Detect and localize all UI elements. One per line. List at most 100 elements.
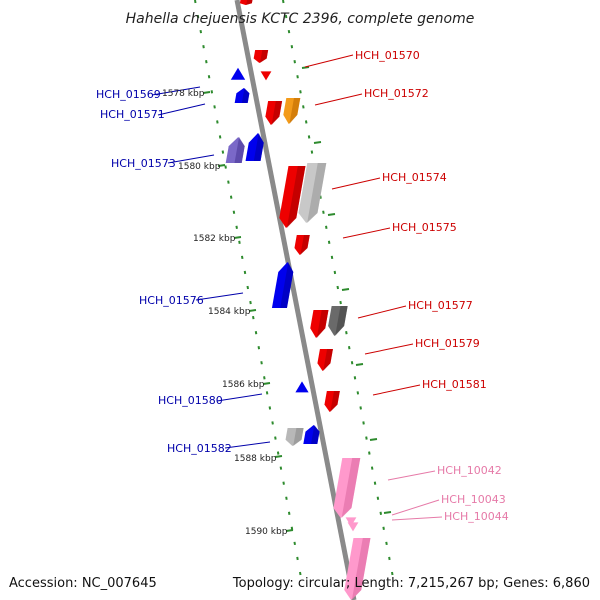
leader-line <box>364 343 414 355</box>
gene-label-hch-10044[interactable]: HCH_10044 <box>444 510 509 523</box>
gene-arrow-shade <box>341 458 361 518</box>
gene-arrow <box>317 349 333 371</box>
gene-arrow-shade <box>234 137 245 163</box>
gene-arrow-shade <box>289 98 301 124</box>
guide-dot <box>336 285 339 290</box>
gene-label-hch-01582[interactable]: HCH_01582 <box>167 442 232 455</box>
leader-line <box>387 470 436 481</box>
gene-arrow <box>310 310 329 338</box>
gene-label-hch-01581[interactable]: HCH_01581 <box>422 378 487 391</box>
gene-label-hch-01572[interactable]: HCH_01572 <box>364 87 429 100</box>
gene-arrow-shade <box>246 0 253 5</box>
guide-dot <box>333 270 337 275</box>
guide-dot <box>391 571 394 576</box>
gene-label-hch-01575[interactable]: HCH_01575 <box>392 221 457 234</box>
guide-dot <box>199 29 203 34</box>
gene-arrow-shade <box>311 425 320 444</box>
gene-arrow <box>271 262 294 308</box>
gene-arrow <box>285 428 304 446</box>
kbp-tick-label: 1588 kbp <box>234 454 277 464</box>
gene-label-hch-01577[interactable]: HCH_01577 <box>408 299 473 312</box>
guide-dot <box>207 75 211 79</box>
guide-dot <box>350 361 354 365</box>
guide-dot <box>290 44 294 49</box>
guide-dot <box>322 210 325 214</box>
guide-dot <box>284 14 288 19</box>
gene-arrow <box>265 101 283 125</box>
guide-dot <box>356 391 360 395</box>
guide-dot <box>296 556 299 561</box>
gene-triangle <box>295 381 309 393</box>
guide-dot <box>388 556 391 561</box>
guide-dot <box>365 436 368 440</box>
guide-dot <box>257 346 261 350</box>
kbp-tick-dash <box>233 236 242 239</box>
kbp-tick-label: 1586 kbp <box>222 380 265 390</box>
gene-arrow-shade <box>253 133 264 161</box>
tick-dash <box>341 288 350 291</box>
guide-dot <box>287 29 291 34</box>
guide-dot <box>339 300 342 305</box>
guide-dot <box>205 60 208 64</box>
gene-arrow-shade <box>323 349 333 371</box>
gene-label-hch-01580[interactable]: HCH_01580 <box>158 394 223 407</box>
gene-arrow <box>344 538 371 600</box>
tick-dash <box>301 66 310 69</box>
gene-arrow <box>324 391 340 412</box>
gene-arrow-shade <box>280 262 294 308</box>
genome-backbone <box>234 0 357 600</box>
kbp-tick-dash <box>285 529 294 532</box>
gene-arrow <box>328 306 348 336</box>
guide-dot <box>238 240 241 245</box>
guide-dot <box>373 481 377 485</box>
leader-line <box>391 516 443 521</box>
kbp-tick-label: 1584 kbp <box>208 307 251 317</box>
gene-arrow-shade <box>330 391 340 412</box>
gene-label-hch-01570[interactable]: HCH_01570 <box>355 49 420 62</box>
gene-label-hch-01571[interactable]: HCH_01571 <box>100 108 165 121</box>
kbp-tick-dash <box>202 91 211 94</box>
kbp-tick-label: 1578 kbp <box>162 89 205 99</box>
gene-label-hch-01579[interactable]: HCH_01579 <box>415 337 480 350</box>
gene-label-hch-01573[interactable]: HCH_01573 <box>111 157 176 170</box>
gene-label-hch-01569[interactable]: HCH_01569 <box>96 88 161 101</box>
gene-arrow-shade <box>307 163 327 223</box>
gene-label-hch-10043[interactable]: HCH_10043 <box>441 493 506 506</box>
leader-line <box>195 292 244 301</box>
guide-dot <box>216 120 219 124</box>
gene-label-hch-01576[interactable]: HCH_01576 <box>139 294 204 307</box>
tick-dash <box>369 438 378 441</box>
guide-dot <box>202 44 205 49</box>
gene-arrow-shade <box>335 306 348 336</box>
kbp-tick-dash <box>274 455 283 458</box>
gene-triangle <box>345 517 357 527</box>
guide-dot <box>296 75 299 79</box>
gene-triangle <box>260 71 272 81</box>
gene-triangle <box>230 67 246 80</box>
tick-dash <box>383 511 392 514</box>
guide-dot <box>362 421 365 425</box>
guide-dot <box>302 105 305 109</box>
leader-line <box>391 499 440 516</box>
guide-dot <box>347 346 351 350</box>
leader-line <box>224 441 271 449</box>
guide-dot <box>196 14 200 19</box>
gene-arrow <box>283 98 301 124</box>
map-title: Hahella chejuensis KCTC 2396, complete g… <box>126 11 475 27</box>
tick-dash <box>355 363 364 366</box>
guide-dot <box>353 376 357 380</box>
gene-arrow-shade <box>260 50 269 63</box>
gene-arrow-shade <box>316 310 329 338</box>
gene-arrow <box>245 133 264 161</box>
gene-arrow <box>234 88 250 103</box>
gene-label-hch-10042[interactable]: HCH_10042 <box>437 464 502 477</box>
guide-dot <box>265 391 269 395</box>
guide-dot <box>194 0 197 4</box>
kbp-tick-label: 1582 kbp <box>193 234 236 244</box>
gene-arrow <box>298 163 327 223</box>
gene-arrow-shade <box>351 538 371 600</box>
gene-arrow-shade <box>293 428 304 446</box>
gene-label-hch-01574[interactable]: HCH_01574 <box>382 171 447 184</box>
genome-summary-text: Topology: circular; Length: 7,215,267 bp… <box>232 576 590 591</box>
